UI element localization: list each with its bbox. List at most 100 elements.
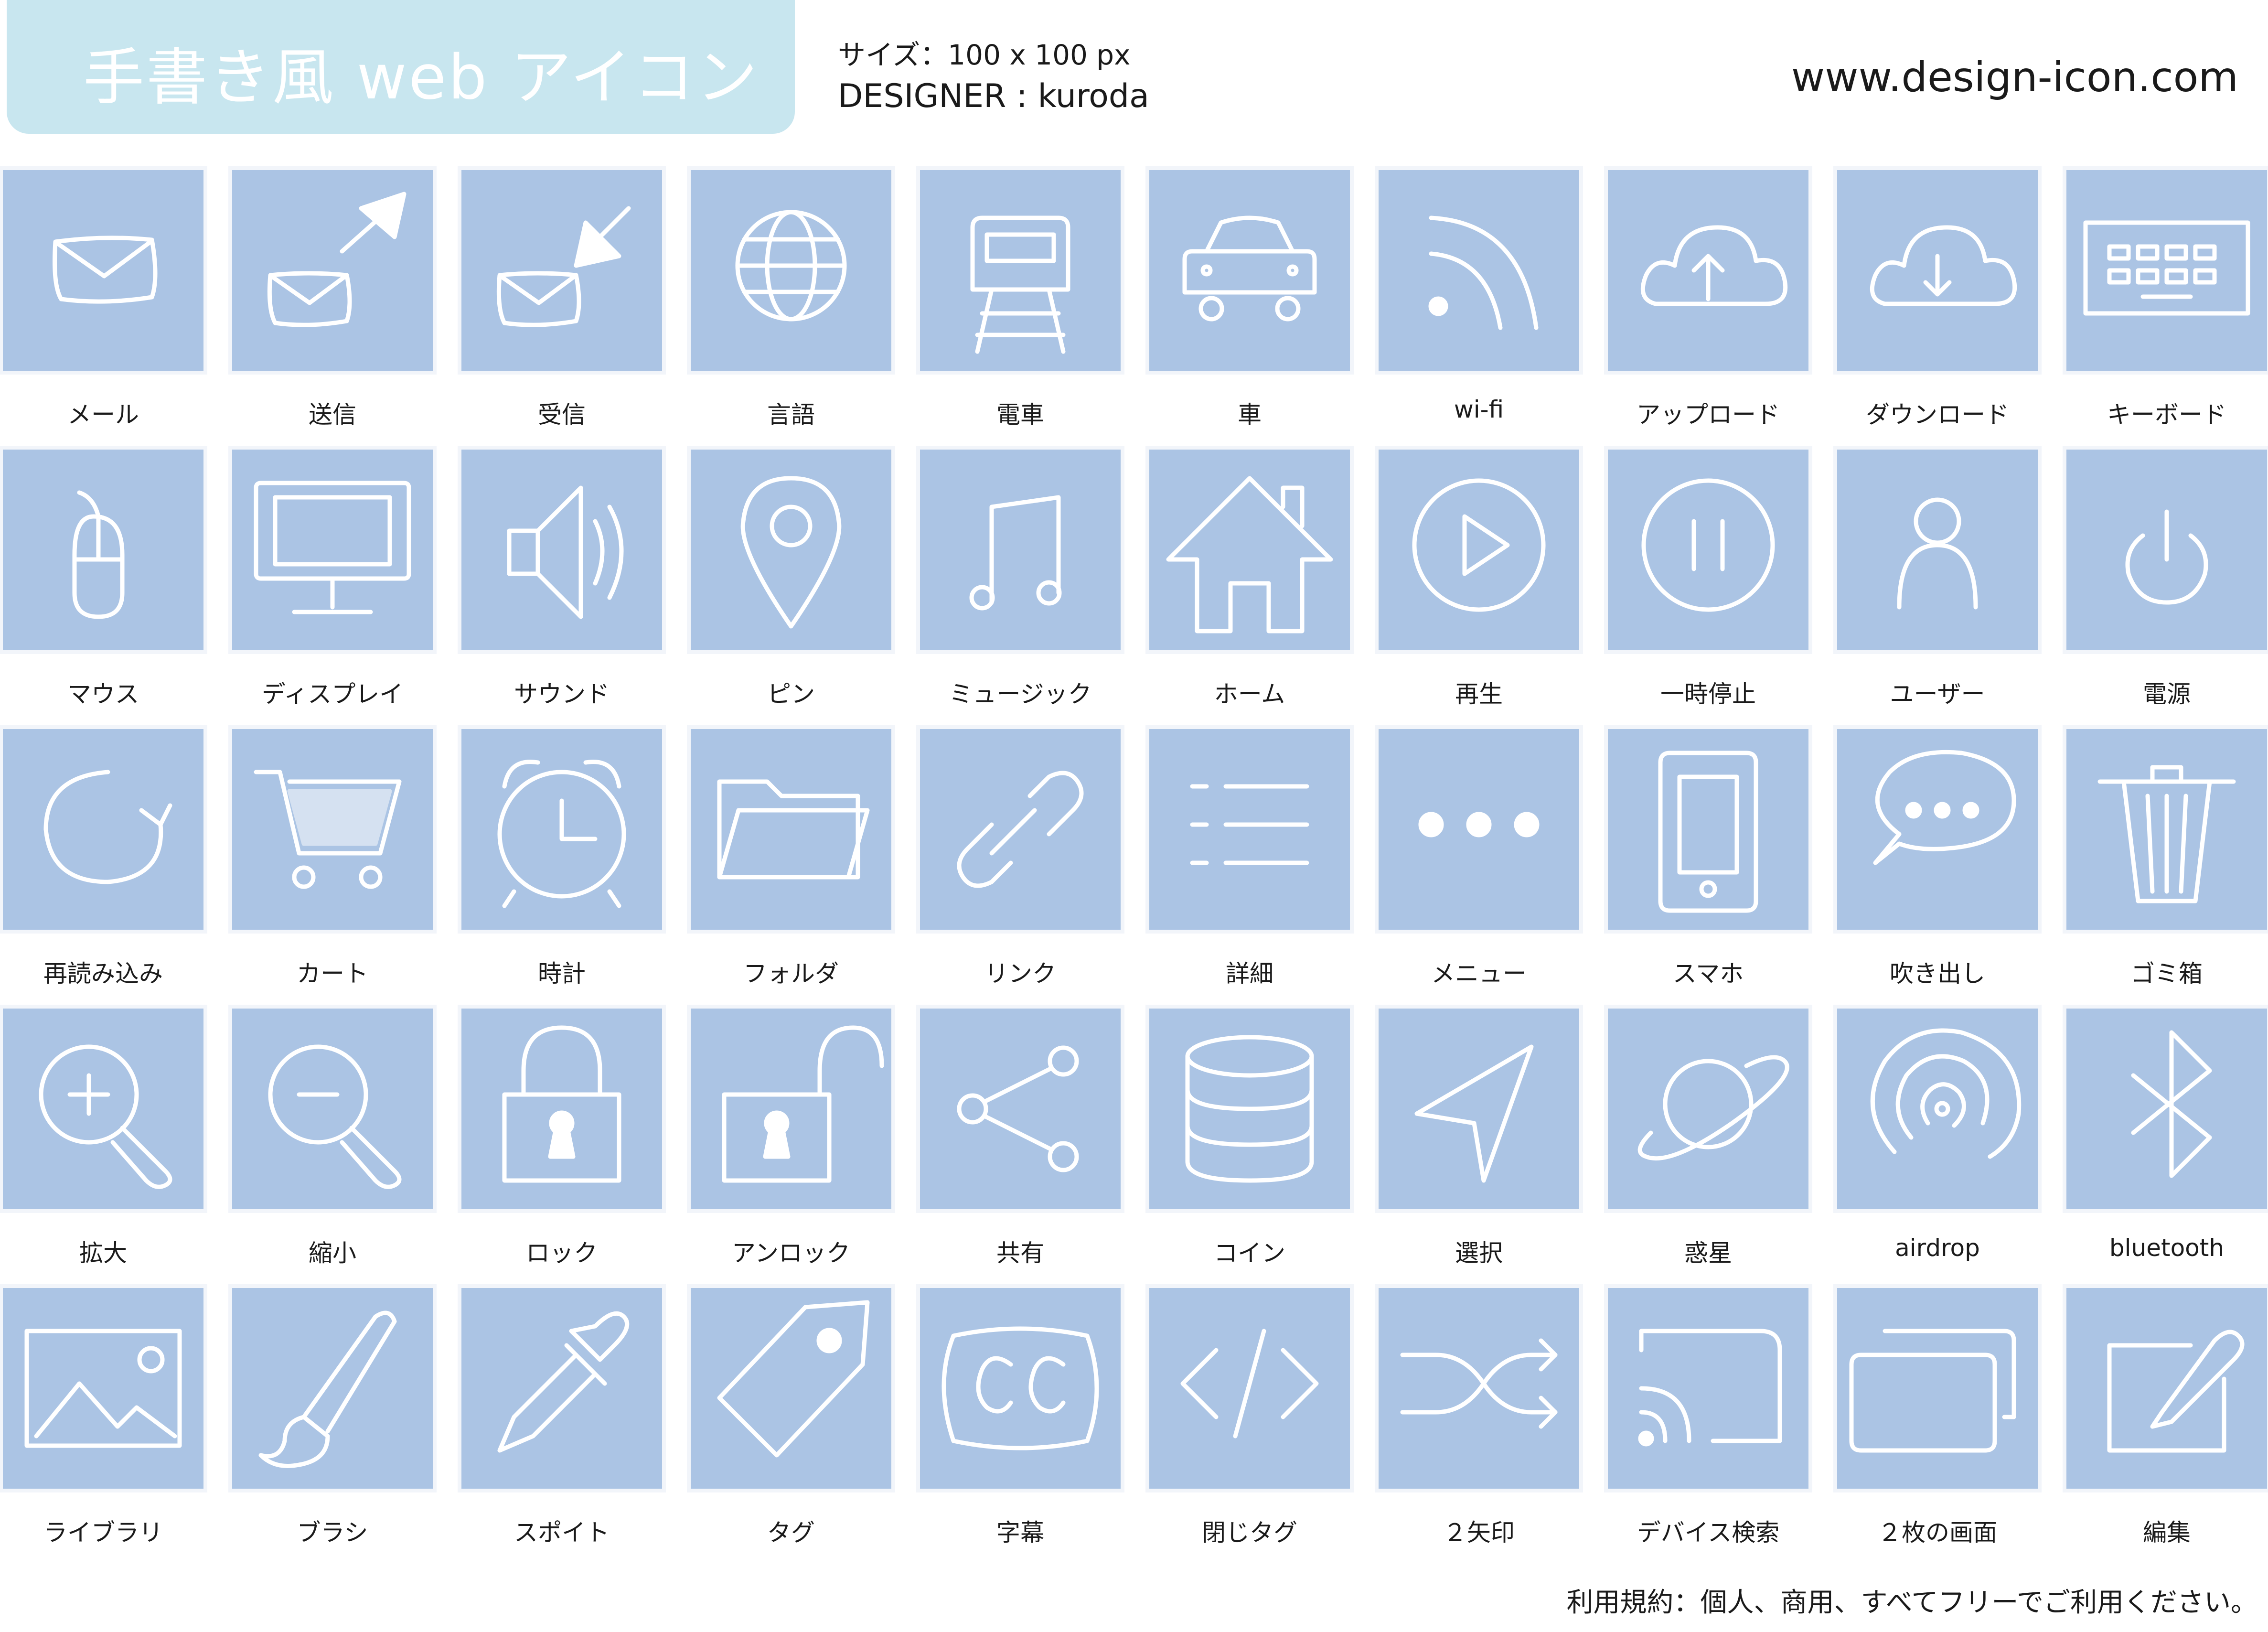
keyboard-icon [2083,220,2250,316]
icon-tile[interactable] [1604,1005,1812,1213]
terms-of-use: 利用規約：個人、商用、すべてフリーでご利用ください。 [1566,1587,2257,1618]
icon-label: airdrop [1895,1234,1980,1262]
cloud-upload-icon [1640,225,1788,306]
icon-tile[interactable] [1604,1284,1812,1492]
icon-tile[interactable] [1375,446,1583,654]
icon-tile[interactable] [458,1284,666,1492]
page-title: 手書き風 web アイコン [83,42,760,113]
icon-tile[interactable] [916,1005,1124,1213]
icon-label: アップロード [1637,401,1780,429]
closed-caption-icon [941,1326,1099,1450]
display-icon [254,481,411,614]
icon-label: 車 [1238,401,1262,429]
icon-tile[interactable] [2063,1284,2268,1492]
icon-label: ライブラリ [43,1519,163,1546]
icon-label: アンロック [732,1239,850,1267]
receive-mail-icon [496,206,631,327]
icon-tile[interactable] [458,725,666,934]
icon-label: デバイス検索 [1637,1519,1780,1546]
speaker-icon [507,485,624,619]
dropper-icon [497,1311,630,1453]
icon-tile[interactable] [916,446,1124,654]
speech-bubble-icon [1873,750,2016,865]
icon-label: ゴミ箱 [2131,960,2203,988]
icon-tile[interactable] [458,446,666,654]
icon-tile[interactable] [1145,166,1354,375]
icon-tile[interactable] [916,725,1124,934]
icon-tile[interactable] [2063,446,2268,654]
icon-tile[interactable] [687,1284,895,1492]
icon-tile[interactable] [0,725,207,934]
icon-label: ２矢印 [1443,1519,1515,1546]
two-screens-icon [1849,1329,2016,1453]
zoom-in-icon [39,1044,172,1189]
cloud-download-icon [1870,225,2017,306]
play-icon [1412,478,1546,612]
home-icon [1166,476,1333,633]
icon-tile[interactable] [228,1005,437,1213]
icon-label: ２枚の画面 [1878,1519,1997,1546]
icon-tile[interactable] [1833,725,2042,934]
site-link[interactable]: www.design-icon.com [1791,54,2238,101]
icon-tile[interactable] [687,1005,895,1213]
icon-label: 閉じタグ [1202,1519,1297,1546]
icon-tile[interactable] [228,166,437,375]
icon-tile[interactable] [1833,1005,2042,1213]
icon-tile[interactable] [0,1284,207,1492]
title-banner: 手書き風 web アイコン [7,0,795,134]
icon-tile[interactable] [1145,1284,1354,1492]
icon-tile[interactable] [1145,446,1354,654]
icon-tile[interactable] [2063,166,2268,375]
icon-tile[interactable] [687,725,895,934]
icon-label: メニュー [1431,960,1527,988]
icon-tile[interactable] [228,446,437,654]
icon-label: 惑星 [1684,1239,1732,1267]
coin-stack-icon [1185,1035,1314,1183]
icon-tile[interactable] [687,166,895,375]
icon-tile[interactable] [1833,1284,2042,1492]
icon-tile[interactable] [1604,725,1812,934]
icon-label: リンク [984,960,1056,988]
icon-tile[interactable] [0,1005,207,1213]
icon-tile[interactable] [1604,446,1812,654]
icon-tile[interactable] [1833,166,2042,375]
link-icon [957,771,1084,888]
icon-tile[interactable] [687,446,895,654]
planet-icon [1637,1055,1789,1161]
icon-label: 編集 [2143,1519,2191,1546]
icon-label: 電源 [2143,680,2191,708]
power-icon [2125,509,2208,605]
list-icon [1190,784,1309,865]
icon-tile[interactable] [228,1284,437,1492]
icon-tile[interactable] [0,166,207,375]
icon-label: ホーム [1214,680,1285,708]
icon-tile[interactable] [228,725,437,934]
icon-tile[interactable] [1375,1005,1583,1213]
icon-tile[interactable] [458,166,666,375]
icon-tile[interactable] [1604,166,1812,375]
icon-tile[interactable] [1375,1284,1583,1492]
icon-tile[interactable] [916,1284,1124,1492]
icon-label: 字幕 [996,1519,1044,1546]
bluetooth-icon [2131,1030,2212,1178]
icon-label: ロック [526,1239,598,1267]
brush-icon [258,1310,397,1468]
icon-label: 再読み込み [43,960,163,988]
icon-tile[interactable] [1375,725,1583,934]
icon-tile[interactable] [2063,725,2268,934]
designer-credit: DESIGNER : kuroda [838,77,1149,115]
icon-label: ダウンロード [1866,401,2009,429]
icon-tile[interactable] [916,166,1124,375]
icon-tile[interactable] [1833,446,2042,654]
icon-tile[interactable] [2063,1005,2268,1213]
icon-tile[interactable] [0,446,207,654]
icon-tile[interactable] [458,1005,666,1213]
icon-label: bluetooth [2109,1234,2225,1262]
icon-label: 選択 [1455,1239,1503,1267]
icon-tile[interactable] [1375,166,1583,375]
icon-tile[interactable] [1145,725,1354,934]
icon-tile[interactable] [1145,1005,1354,1213]
icon-label: サウンド [514,680,610,708]
cart-icon [254,770,402,889]
